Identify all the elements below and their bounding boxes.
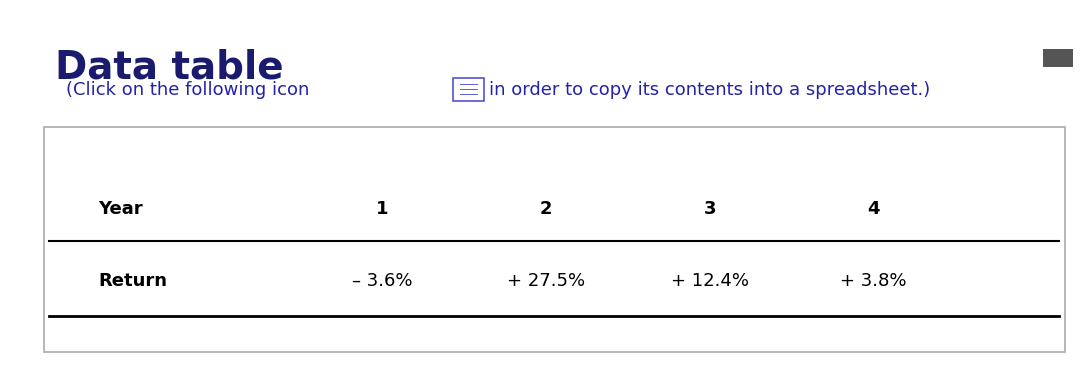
Text: Data table: Data table — [55, 49, 283, 87]
Text: 2: 2 — [539, 200, 553, 218]
Text: 4: 4 — [867, 200, 880, 218]
Text: Year: Year — [98, 200, 143, 218]
FancyBboxPatch shape — [44, 127, 1065, 352]
Text: Return: Return — [98, 272, 167, 289]
Text: + 12.4%: + 12.4% — [670, 272, 749, 289]
Text: 1: 1 — [376, 200, 389, 218]
Text: + 27.5%: + 27.5% — [507, 272, 585, 289]
FancyBboxPatch shape — [1043, 49, 1073, 67]
Text: + 3.8%: + 3.8% — [841, 272, 906, 289]
Text: in order to copy its contents into a spreadsheet.): in order to copy its contents into a spr… — [489, 81, 930, 99]
FancyBboxPatch shape — [453, 79, 484, 101]
Text: (Click on the following icon: (Click on the following icon — [66, 81, 309, 99]
Text: 3: 3 — [703, 200, 716, 218]
Text: – 3.6%: – 3.6% — [352, 272, 413, 289]
